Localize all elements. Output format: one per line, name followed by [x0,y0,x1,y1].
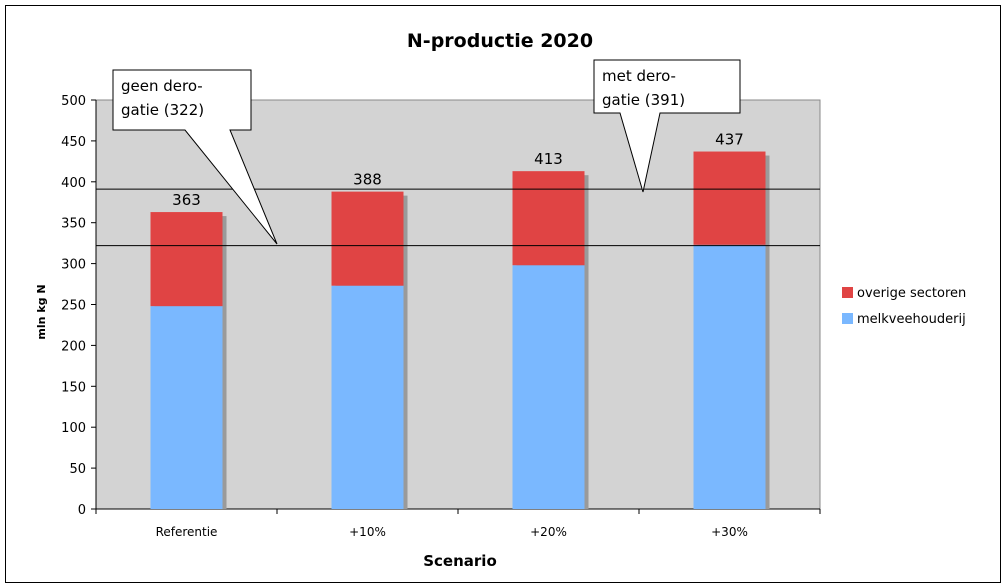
legend-label: overige sectoren [857,286,966,301]
data-label: 388 [353,171,382,189]
y-tick-label: 250 [61,299,86,314]
x-axis-title: Scenario [423,552,497,570]
y-tick-label: 450 [61,135,86,150]
legend: overige sectoren melkveehouderij [842,286,966,327]
y-tick-label: 300 [61,258,86,273]
bar-segment [693,244,766,509]
y-axis: 0 50 100 150 200 250 300 350 400 450 500 [61,94,97,518]
y-tick-label: 500 [61,94,86,109]
y-tick-label: 0 [78,503,86,518]
legend-swatch [842,313,853,324]
legend-swatch [842,287,853,298]
data-label: 437 [715,131,744,149]
x-tick-label: +10% [349,525,386,539]
bar-segment [331,285,404,509]
callout-box [112,69,278,245]
y-tick-label: 100 [61,421,86,436]
y-tick-label: 50 [69,462,86,477]
y-tick-label: 150 [61,380,86,395]
x-tick-label: Referentie [156,525,218,539]
x-axis: Referentie +10% +20% +30% [95,508,821,539]
x-tick-label: +30% [711,525,748,539]
legend-label: melkveehouderij [857,312,966,327]
y-tick-label: 200 [61,339,86,354]
chart-title: N-productie 2020 [407,30,593,52]
x-tick-label: +20% [530,525,567,539]
callout-label-line2: gatie (391) [602,91,685,109]
callout-label-line1: met dero- [602,67,676,85]
bars: 363 388 413 437 [150,131,770,510]
bar-segment [512,265,585,509]
reference-lines: geen dero-gatie (322) met dero-gatie (391… [96,59,820,247]
y-tick-label: 350 [61,217,86,232]
callout-label-line1: geen dero- [121,77,203,95]
bar-segment [512,171,585,266]
data-label: 363 [172,191,201,209]
y-tick-label: 400 [61,176,86,191]
bar-segment [150,212,223,307]
bar-segment [331,191,404,286]
y-axis-title: mln kg N [35,284,48,339]
callout-label-line2: gatie (322) [121,101,204,119]
callout-box [593,59,741,193]
bar-segment [693,151,766,245]
bar-segment [150,306,223,509]
data-label: 413 [534,150,563,168]
